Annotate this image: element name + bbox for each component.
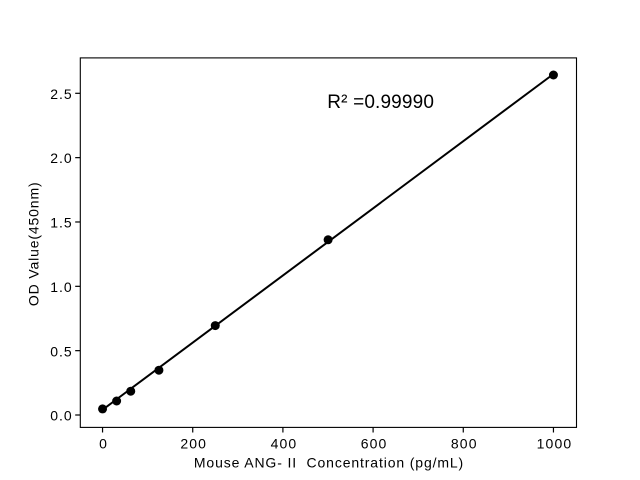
svg-text:400: 400 [271, 435, 298, 451]
svg-text:0: 0 [99, 435, 108, 451]
svg-text:0.5: 0.5 [50, 343, 72, 359]
svg-text:R² =0.99990: R² =0.99990 [327, 92, 434, 113]
svg-text:2.5: 2.5 [50, 86, 72, 102]
svg-text:2.0: 2.0 [50, 150, 72, 166]
svg-text:800: 800 [451, 435, 478, 451]
svg-text:1000: 1000 [537, 435, 573, 451]
svg-text:1.0: 1.0 [50, 279, 72, 295]
svg-text:Mouse ANG- II Concentration (: Mouse ANG- II Concentration (pg/mL) [194, 455, 464, 471]
svg-text:0.0: 0.0 [50, 408, 72, 424]
svg-text:OD Value(450nm): OD Value(450nm) [26, 182, 42, 307]
svg-text:600: 600 [361, 435, 388, 451]
svg-text:200: 200 [180, 435, 207, 451]
svg-text:1.5: 1.5 [50, 215, 72, 231]
